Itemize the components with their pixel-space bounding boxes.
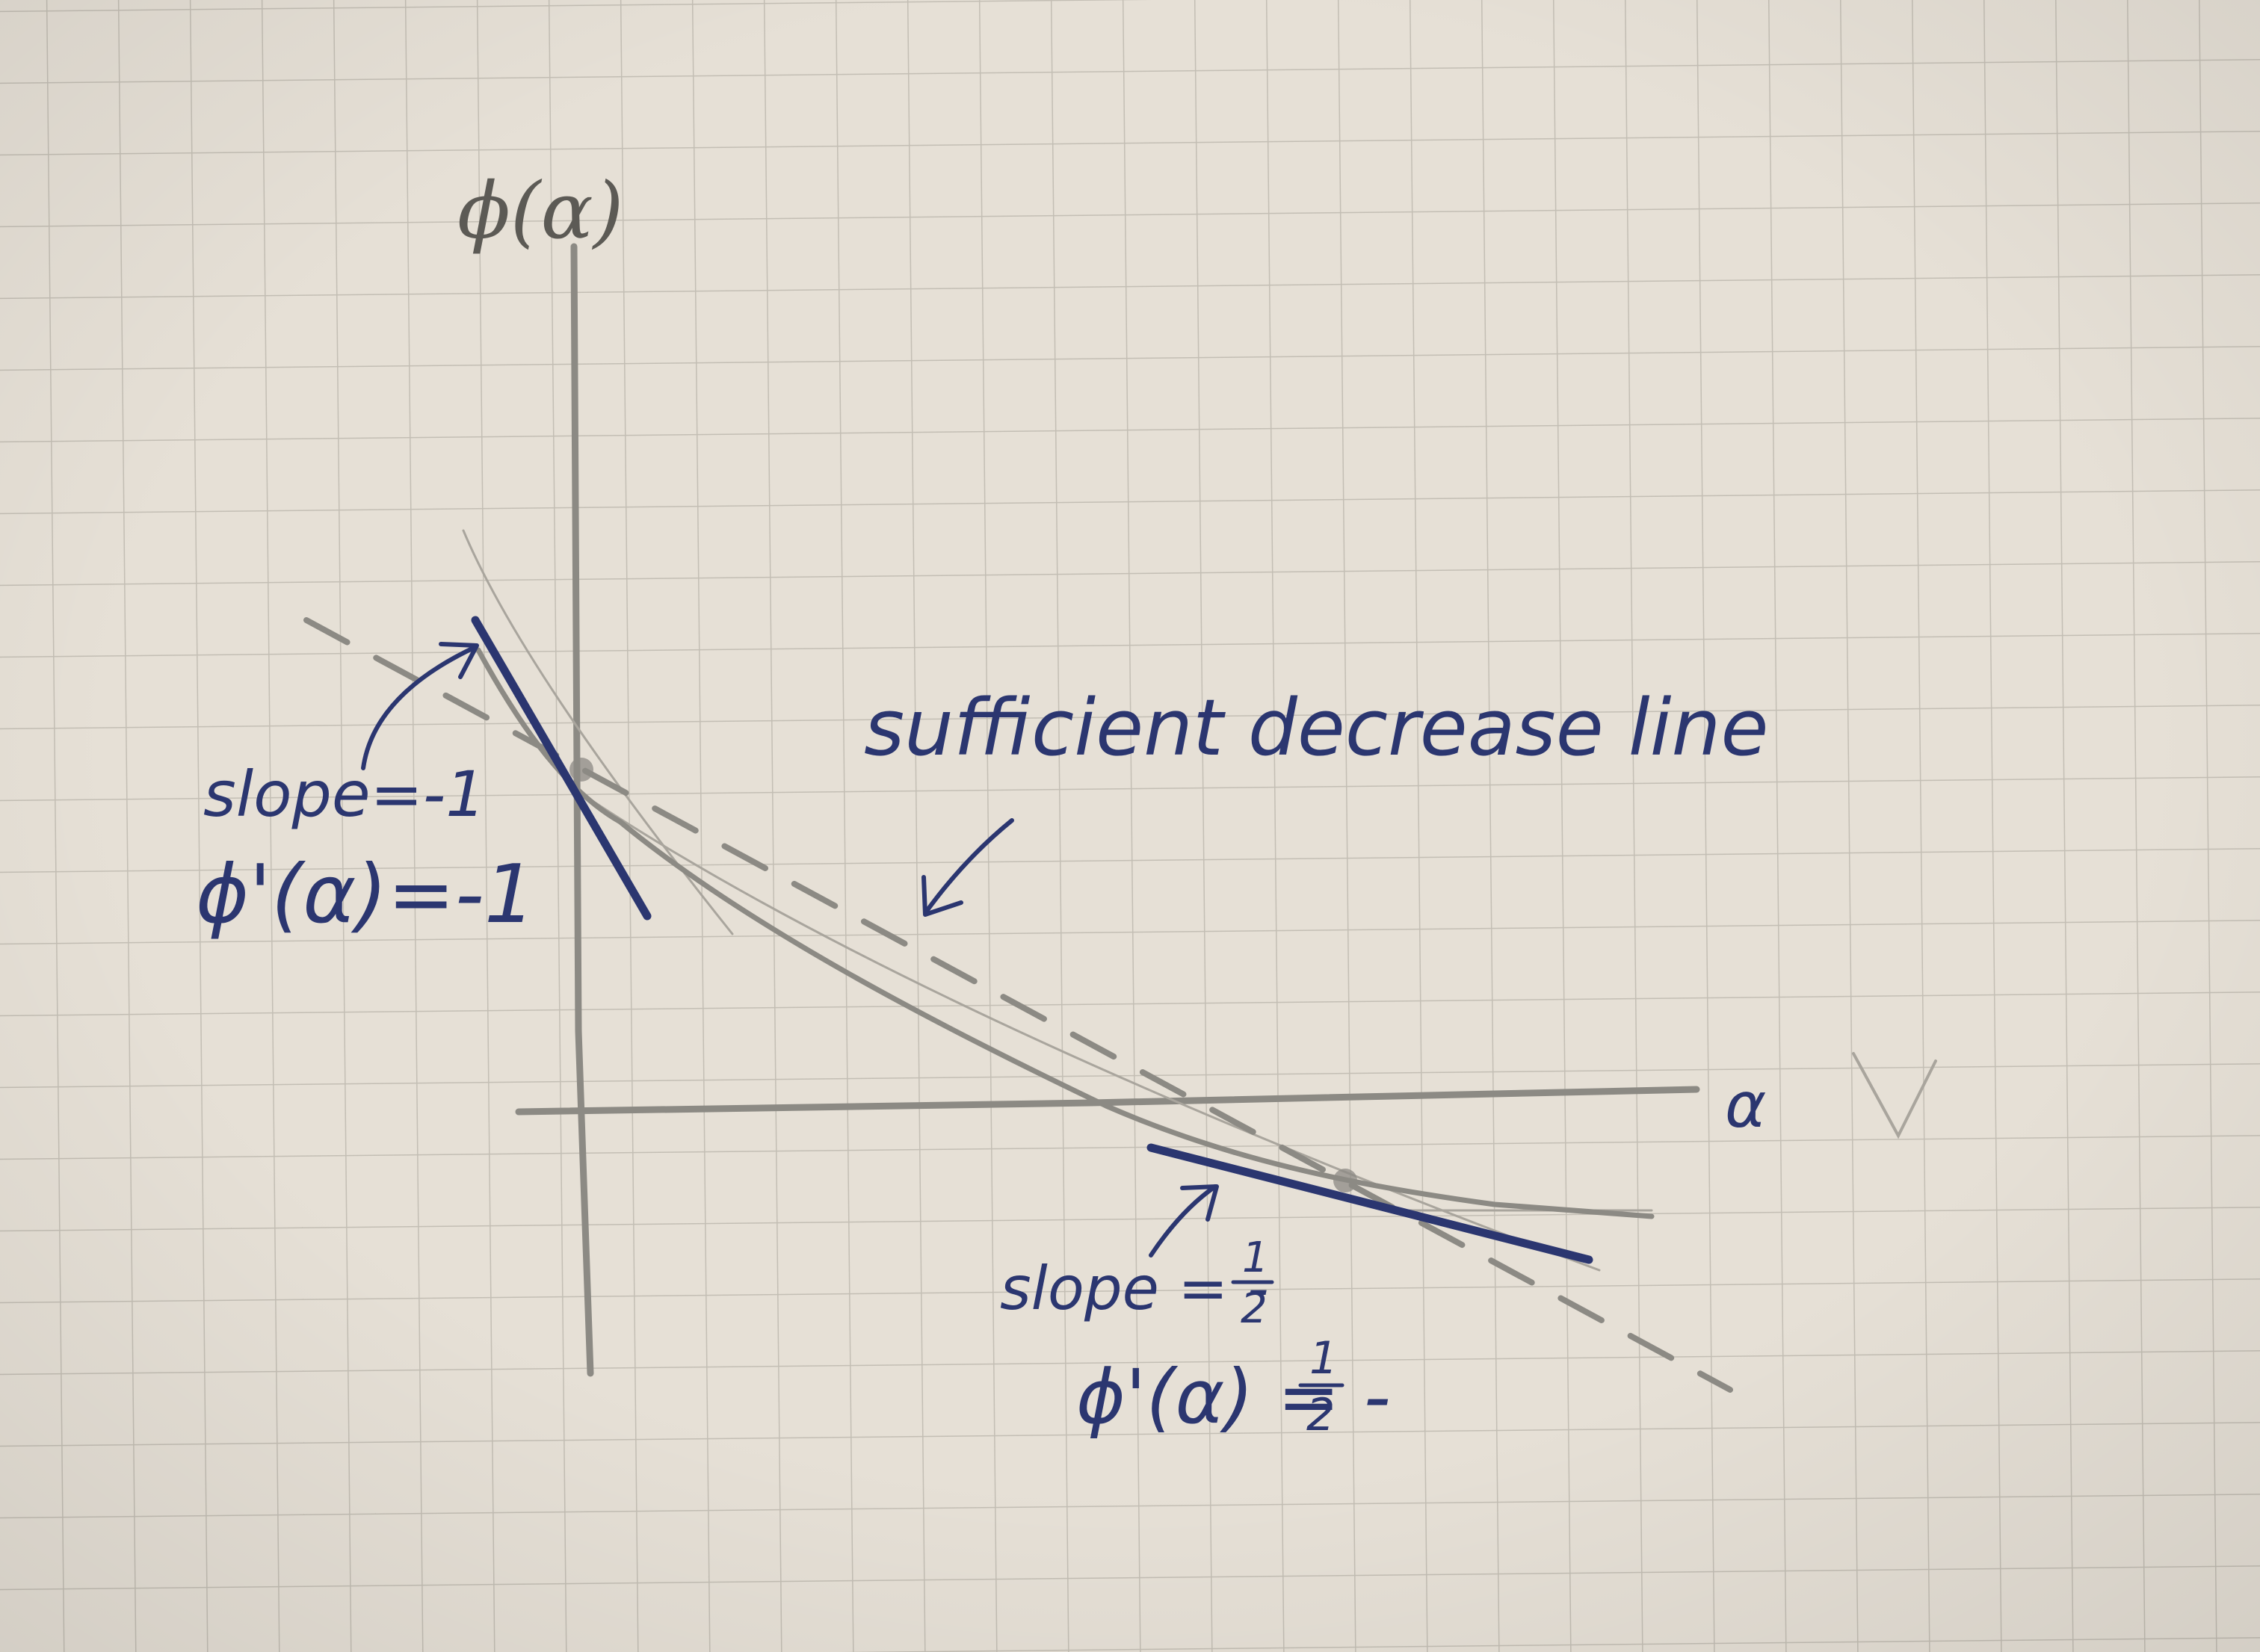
right-slope-prefix: slope = -	[1000, 1254, 1269, 1323]
curved-arrow-icon	[921, 818, 1014, 917]
right-derivative-prefix: ϕ'(α) = -	[1076, 1353, 1391, 1441]
right-slope-denominator: 2	[1241, 1284, 1268, 1333]
tangent-line-right	[1146, 1143, 1593, 1264]
sufficient-decrease-line	[303, 617, 1733, 1393]
y-axis	[570, 243, 594, 1377]
construction-line	[566, 783, 1601, 1272]
y-axis-label: ϕ(α)	[457, 165, 623, 256]
start-point	[569, 758, 593, 782]
right-slope-numerator: 1	[1242, 1234, 1269, 1282]
right-derivative-label: ϕ'(α) = - 1 2	[1076, 1332, 1391, 1441]
right-derivative-denominator: 2	[1306, 1389, 1335, 1441]
right-derivative-numerator: 1	[1309, 1332, 1338, 1385]
left-derivative-label: ϕ'(α)=-1	[196, 848, 536, 941]
x-axis-label: α	[1725, 1068, 1766, 1142]
pencil-scribble	[1852, 1052, 1937, 1139]
curved-arrow-icon	[1149, 1184, 1219, 1257]
right-slope-label: slope = - 1 2	[1000, 1234, 1274, 1333]
left-slope-label: slope=-1	[203, 758, 486, 831]
sufficient-decrease-label: sufficient decrease line	[864, 682, 1768, 773]
curved-arrow-icon	[361, 642, 479, 770]
x-axis	[515, 1086, 1700, 1116]
tangent-line-left	[471, 616, 652, 921]
